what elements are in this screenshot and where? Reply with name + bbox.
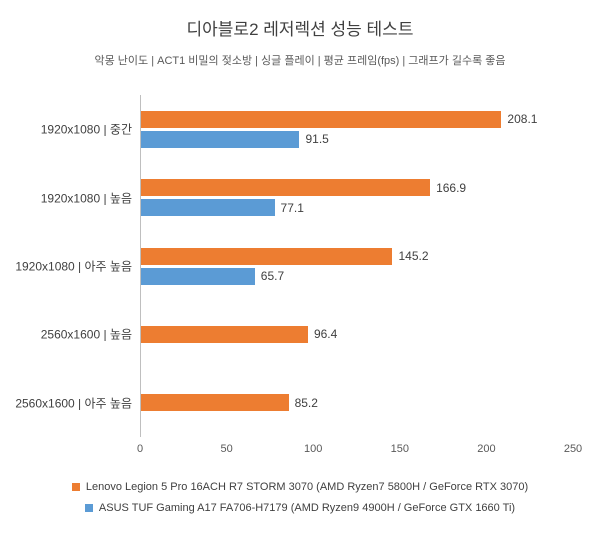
x-axis-tick-labels: 0 50 100 150 200 250 (136, 443, 582, 457)
bar (141, 325, 308, 343)
value-label: 91.5 (305, 132, 329, 147)
plot-area: 208.1 91.5 166.9 77.1 145.2 65.7 96.4 85.2 (140, 95, 573, 437)
bar (141, 179, 431, 197)
value-label: 96.4 (313, 327, 338, 342)
legend-swatch (71, 483, 80, 491)
x-tick-label: 0 (136, 443, 144, 455)
legend-swatch (84, 504, 93, 512)
chart-subtitle: 악몽 난이도 | ACT1 비밀의 젖소방 | 싱글 플레이 | 평균 프레임(… (94, 55, 506, 67)
category-label: 2560x1600 | 아주 높음 (15, 396, 132, 411)
legend-item: Lenovo Legion 5 Pro 16ACH R7 STORM 3070 … (71, 481, 529, 493)
value-label: 77.1 (280, 200, 304, 215)
bar (141, 394, 289, 412)
bar (141, 247, 393, 265)
value-label: 65.7 (260, 269, 285, 283)
bar (141, 110, 502, 128)
bar (141, 199, 275, 217)
value-label: 85.2 (294, 395, 318, 410)
x-tick-label: 200 (477, 443, 496, 455)
value-label: 145.2 (398, 249, 429, 263)
x-tick-label: 150 (390, 443, 409, 455)
chart-title: 디아블로2 레저렉션 성능 테스트 (186, 20, 414, 39)
legend-label: ASUS TUF Gaming A17 FA706-H7179 (AMD Ryz… (98, 502, 516, 514)
x-tick-label: 250 (563, 443, 583, 455)
category-label: 1920x1080 | 높음 (40, 191, 132, 206)
x-tick-label: 100 (304, 443, 323, 455)
bar (141, 267, 255, 285)
y-axis-labels: 1920x1080 | 중간 1920x1080 | 높음 1920x1080 | … (0, 95, 132, 437)
category-label: 1920x1080 | 아주 높음 (15, 259, 132, 274)
bar (141, 130, 300, 148)
value-label: 166.9 (436, 180, 467, 195)
legend: Lenovo Legion 5 Pro 16ACH R7 STORM 3070 … (0, 481, 600, 514)
category-label: 1920x1080 | 중간 (40, 122, 132, 137)
category-label: 2560x1600 | 높음 (40, 327, 132, 342)
legend-item: ASUS TUF Gaming A17 FA706-H7179 (AMD Ryz… (84, 502, 516, 514)
x-tick-label: 50 (220, 443, 233, 455)
value-label: 208.1 (507, 112, 538, 127)
legend-label: Lenovo Legion 5 Pro 16ACH R7 STORM 3070 … (85, 481, 529, 493)
